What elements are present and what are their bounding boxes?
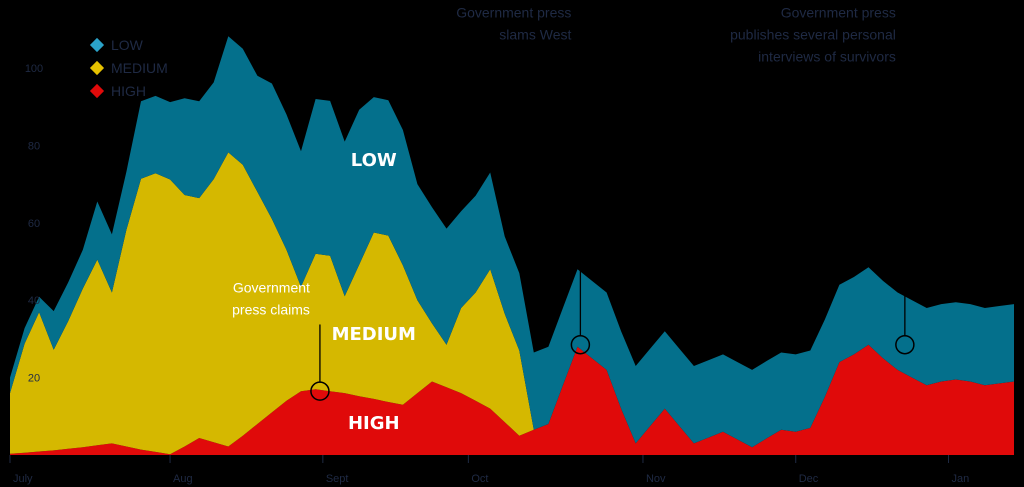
y-axis: 20 40 60 80 100 [25,63,43,385]
annotation-text: Government press [456,5,571,21]
legend-label: LOW [111,37,144,53]
y-tick-label: 20 [28,373,40,385]
y-tick-label: 40 [28,295,40,307]
annotation-text: press claims [232,301,310,317]
annotation-marker [570,334,591,355]
annotation-layer: Government press claims Government press sl… [232,5,915,401]
x-tick-label: July [13,473,33,485]
annotation-marker [895,334,915,355]
x-tick-label: Sept [326,473,349,485]
annotation-text: Government [233,279,310,295]
annotation-text: interviews of survivors [758,49,896,65]
annotation-text: publishes several personal [730,27,896,43]
x-axis: July Aug Sept Oct Nov Dec Jan [9,455,970,485]
x-tick-label: Aug [173,473,193,485]
legend: LOW MEDIUM HIGH [89,37,168,99]
area-label-medium: MEDIUM [332,324,416,345]
annotation-marker [310,381,330,401]
area-high [10,344,1014,455]
annotation-text: Government press [781,5,896,21]
y-tick-label: 80 [28,140,40,152]
area-layer [10,36,1014,455]
legend-label: HIGH [111,83,146,99]
x-tick-label: Jan [952,473,970,485]
area-medium [10,152,1014,455]
legend-marker [89,83,105,99]
x-tick-label: Nov [646,473,666,485]
area-low [10,36,1014,448]
legend-label: MEDIUM [111,60,168,76]
area-label-low: LOW [351,150,397,171]
legend-marker [89,60,105,76]
area-label-layer: LOW MEDIUM HIGH [332,150,416,434]
annotation-text: slams West [499,27,571,43]
legend-marker [89,37,105,53]
x-tick-label: Oct [471,473,488,485]
area-label-high: HIGH [348,413,400,434]
x-tick-label: Dec [799,473,819,485]
y-tick-label: 100 [25,63,43,75]
y-tick-label: 60 [28,218,40,230]
